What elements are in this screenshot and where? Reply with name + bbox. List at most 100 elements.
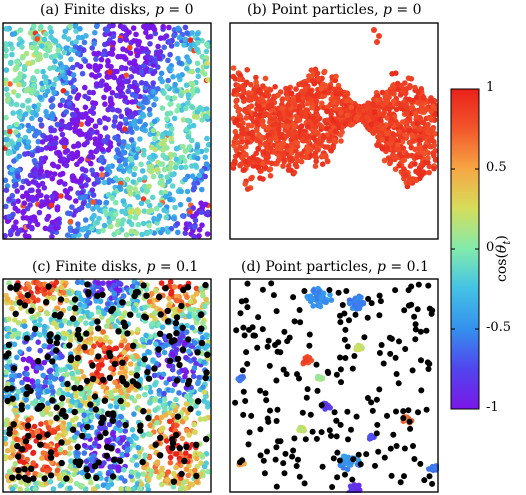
particle [116, 280, 123, 286]
particle [9, 51, 15, 58]
particle [170, 412, 176, 419]
particle [128, 370, 134, 376]
particle [20, 459, 27, 466]
particle [330, 118, 337, 124]
particle [301, 130, 307, 137]
particle [122, 65, 129, 72]
particle [38, 155, 45, 162]
particle [9, 486, 16, 492]
particle [29, 44, 35, 51]
particle [312, 118, 319, 125]
inactive-particle [156, 293, 163, 301]
particle [128, 163, 134, 170]
particle [3, 53, 9, 59]
particle [251, 86, 257, 92]
particle [79, 112, 85, 118]
particle [72, 128, 78, 134]
particle [187, 397, 194, 403]
particle [192, 340, 198, 346]
particle [127, 50, 134, 56]
particle [128, 137, 135, 143]
particle [15, 173, 21, 180]
particle [122, 126, 128, 132]
particle [17, 137, 23, 143]
particle [59, 97, 66, 104]
particle [120, 405, 126, 411]
inactive-particle [187, 405, 194, 413]
particle [62, 28, 69, 35]
panel-a-finite-disks-p0 [2, 22, 212, 240]
particle [25, 180, 32, 187]
particle [26, 444, 33, 450]
particle [240, 120, 246, 126]
particle [202, 201, 209, 208]
particle [186, 144, 193, 150]
particle [314, 147, 321, 153]
particle [57, 54, 64, 60]
particle [183, 450, 189, 456]
particle [283, 133, 290, 139]
particle [177, 201, 184, 208]
particle [20, 215, 27, 221]
inactive-particle [94, 318, 101, 325]
particle [189, 324, 195, 331]
particle [161, 349, 168, 356]
particle [148, 55, 154, 61]
particle [166, 376, 173, 382]
particle [110, 33, 117, 40]
particle [103, 199, 110, 206]
particle [265, 124, 271, 131]
inactive-particle [16, 299, 23, 306]
particle [241, 98, 247, 104]
particle [425, 155, 431, 161]
particle [408, 178, 414, 184]
particle [243, 143, 249, 150]
particle [106, 69, 113, 75]
particle [69, 150, 75, 157]
particle [236, 76, 243, 83]
inactive-particle [69, 315, 77, 322]
particle [412, 161, 418, 167]
particle [398, 82, 405, 89]
inactive-particle [170, 478, 178, 485]
particle [258, 95, 265, 102]
particle [87, 63, 93, 70]
particle [127, 185, 134, 191]
particle [100, 280, 106, 286]
particle [198, 285, 204, 292]
particle [105, 191, 112, 198]
particle [29, 152, 35, 158]
particle [193, 285, 200, 292]
particle [155, 43, 161, 50]
particle [158, 140, 164, 147]
particle [243, 159, 249, 165]
particle [256, 103, 262, 110]
particle [19, 38, 25, 45]
particle [102, 125, 109, 131]
particle [63, 138, 69, 144]
particle [72, 364, 78, 371]
particle [39, 455, 45, 461]
particle [145, 208, 152, 215]
particle [163, 33, 170, 39]
particle [25, 122, 32, 129]
particle [396, 129, 403, 135]
particle [205, 141, 212, 148]
particle [82, 84, 88, 91]
particle [134, 66, 140, 73]
particle [75, 221, 81, 227]
particle [95, 280, 102, 286]
particle [169, 351, 176, 358]
particle [173, 145, 180, 152]
particle [248, 81, 254, 88]
inactive-particle [185, 336, 192, 343]
particle [121, 467, 127, 473]
panel-b-title: (b) Point particles, p = 0 [247, 2, 422, 18]
particle [81, 412, 87, 418]
particle [41, 359, 48, 366]
particle [349, 121, 356, 127]
particle [272, 84, 278, 90]
particle [59, 401, 65, 407]
particle [205, 401, 212, 408]
particle [151, 118, 158, 125]
